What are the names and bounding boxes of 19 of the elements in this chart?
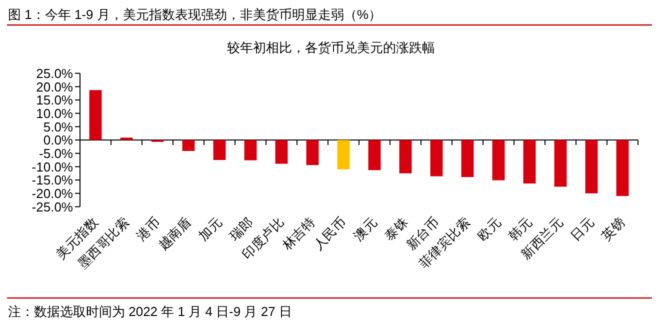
ytick-label: 5.0%	[43, 119, 73, 134]
xtick-label: 澳元	[350, 214, 380, 244]
ytick-label: -20.0%	[32, 186, 73, 202]
ytick-label: -25.0%	[32, 199, 73, 214]
ytick-label: 0.0%	[43, 132, 73, 148]
ytick-label: -10.0%	[32, 159, 73, 174]
ytick-label: 15.0%	[36, 92, 73, 108]
ytick-label: 25.0%	[36, 66, 73, 81]
ytick-label: -5.0%	[39, 146, 73, 162]
ytick-label: -15.0%	[32, 172, 73, 188]
title: 图 1：今年 1-9 月，美元指数表现强劲，非美货币明显走弱（%）	[8, 7, 382, 22]
xtick-label: 欧元	[474, 214, 504, 244]
xtick-label: 日元	[568, 214, 597, 244]
annotation: 注：数据选取时间为 2022 年 1 月 4 日-9 月 27 日	[8, 304, 292, 319]
subtitle: 较年初相比，各货币兑美元的涨跌幅	[227, 40, 435, 55]
xtick-label: 加元	[196, 214, 225, 244]
ytick-label: 20.0%	[36, 79, 73, 94]
xtick-label: 英镑	[598, 214, 628, 244]
ytick-label: 10.0%	[36, 106, 73, 121]
